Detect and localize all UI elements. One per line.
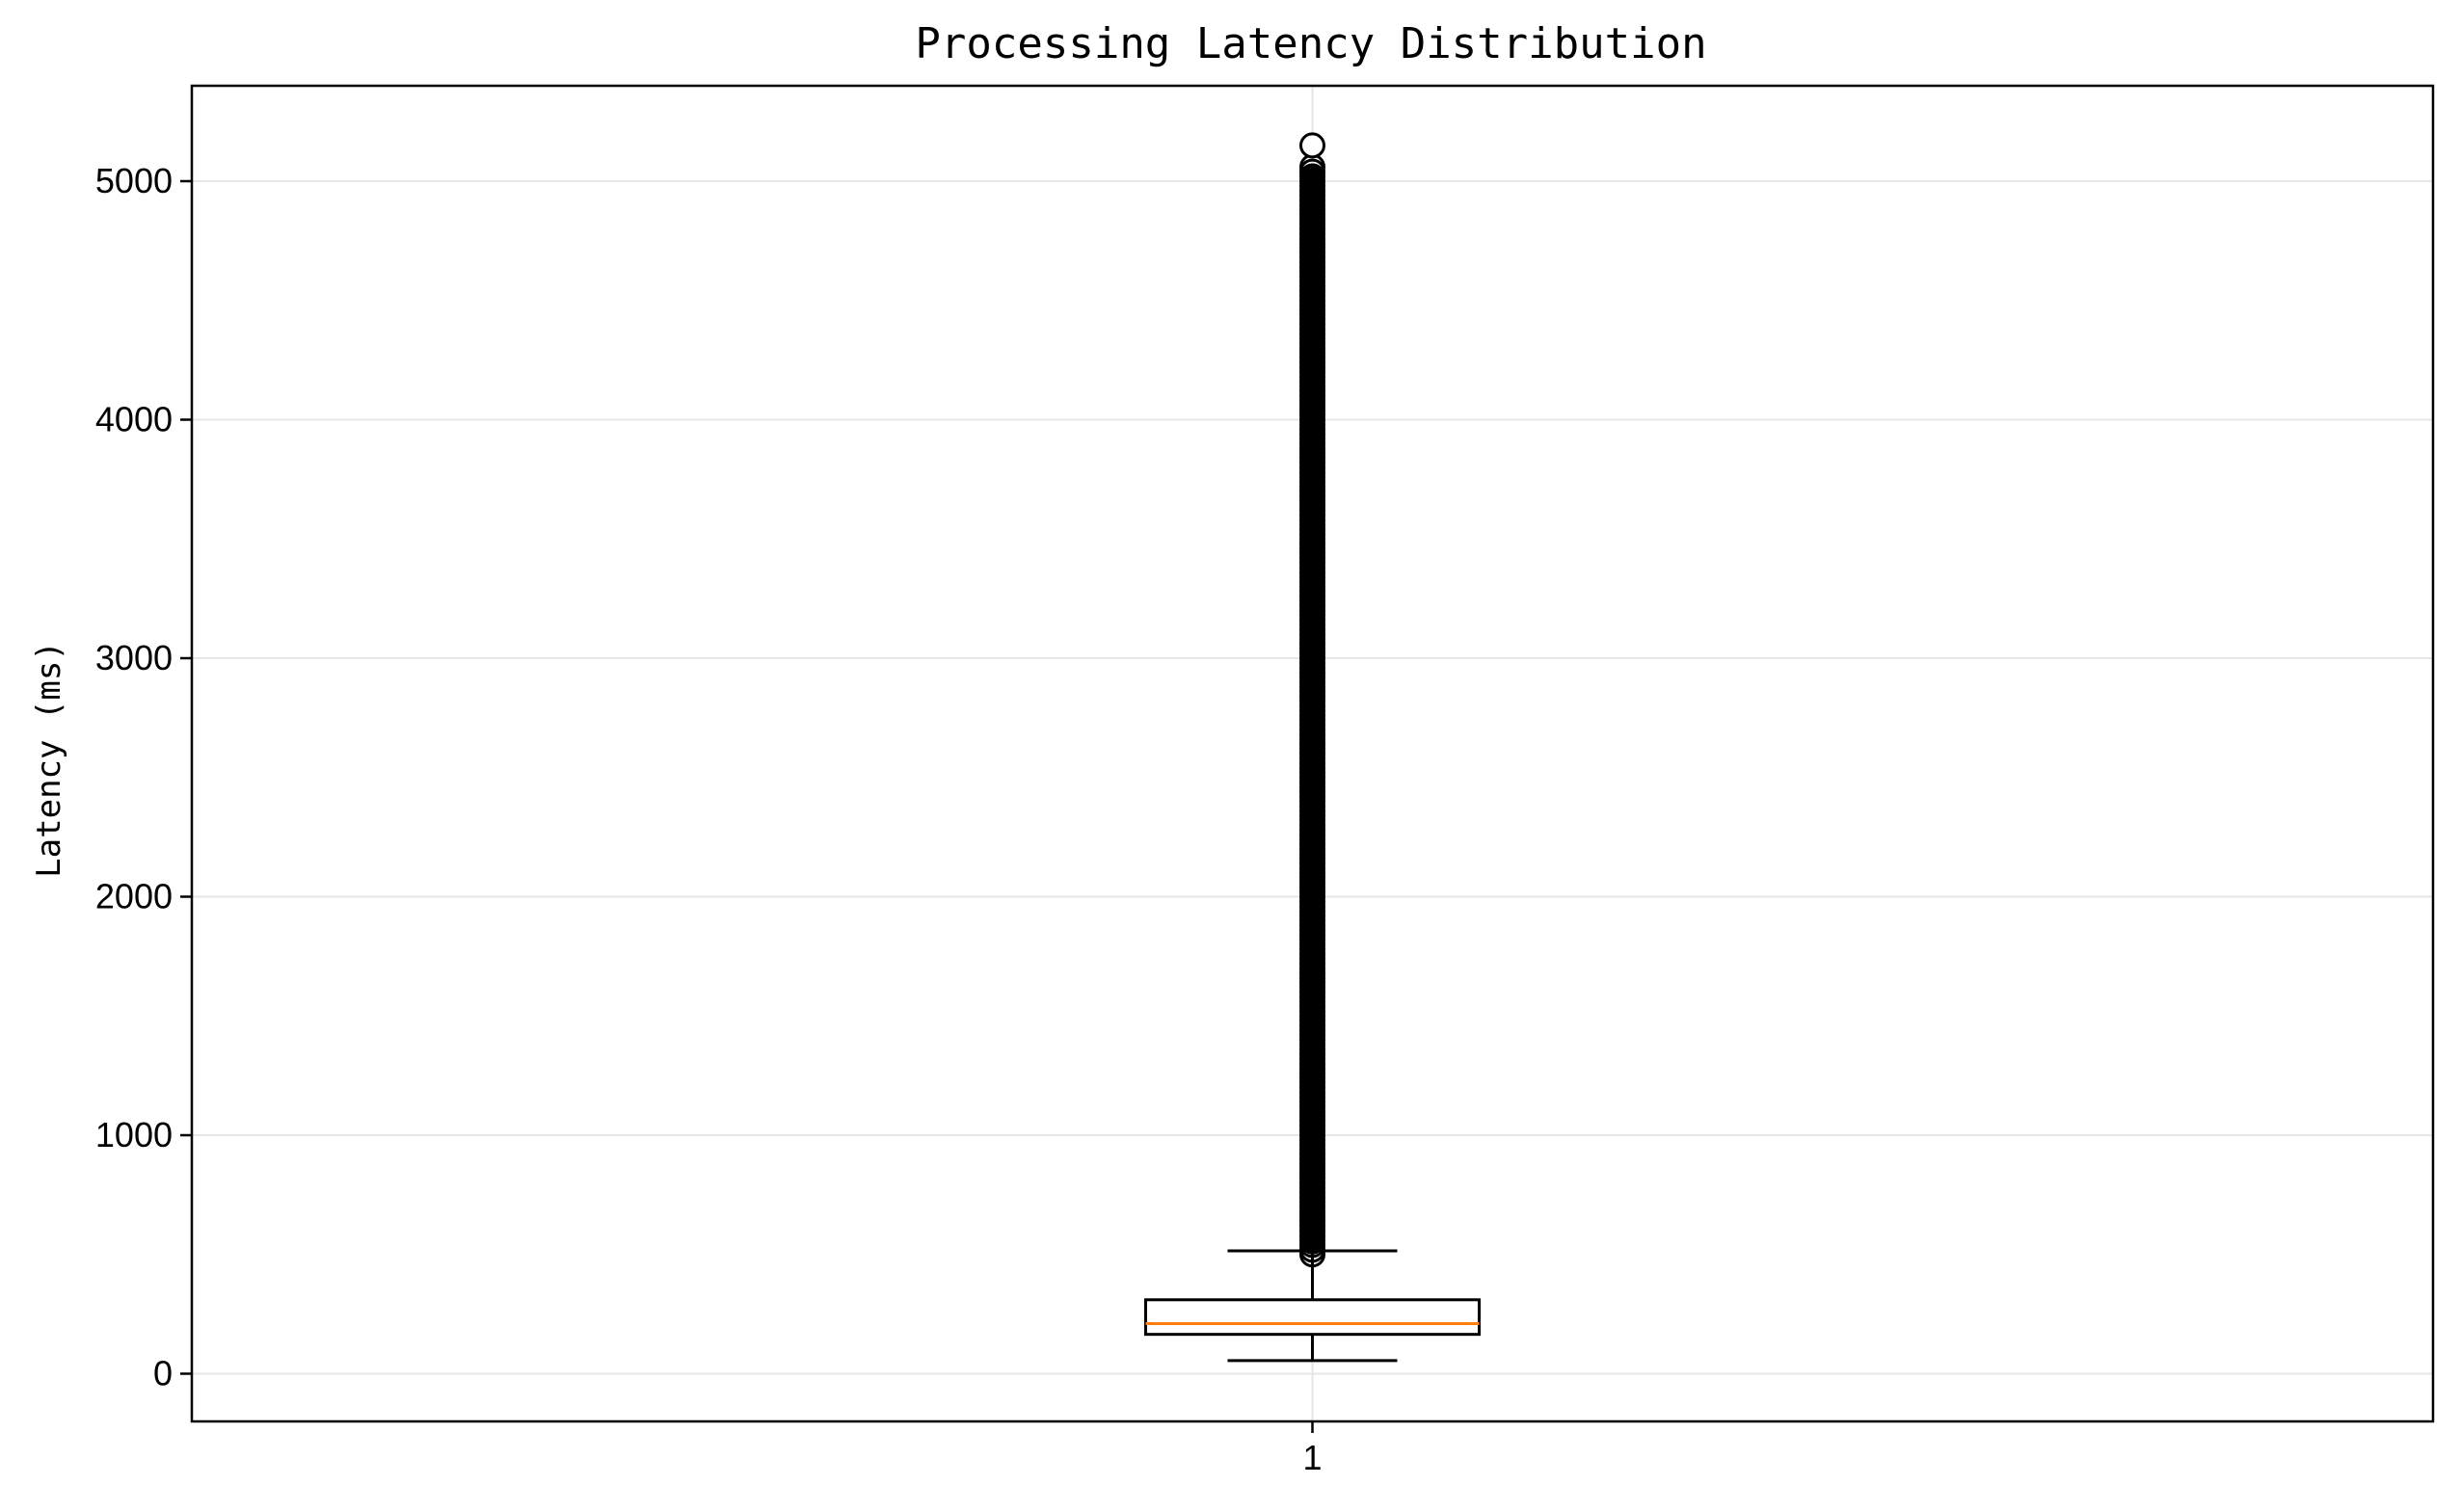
y-axis-ticks: 0 1000 2000 3000 4000 5000 xyxy=(95,161,192,1393)
outlier-points xyxy=(1299,132,1325,1268)
x-axis-ticks: 1 xyxy=(1302,1421,1323,1477)
iqr-box xyxy=(1144,1298,1481,1337)
y-tick-label: 3000 xyxy=(95,638,173,677)
y-tick-label: 5000 xyxy=(95,161,173,200)
x-tick-label: 1 xyxy=(1302,1438,1322,1477)
y-tick-label: 0 xyxy=(153,1354,173,1393)
y-tick-label: 2000 xyxy=(95,877,173,916)
chart-title: Processing Latency Distribution xyxy=(915,19,1706,68)
y-tick-label: 4000 xyxy=(95,400,173,439)
outlier-band xyxy=(1300,164,1324,1255)
y-tick-label: 1000 xyxy=(95,1115,173,1154)
box-group xyxy=(1144,132,1481,1363)
y-axis-label: Latency (ms) xyxy=(30,641,68,878)
outlier-point xyxy=(1299,132,1325,159)
